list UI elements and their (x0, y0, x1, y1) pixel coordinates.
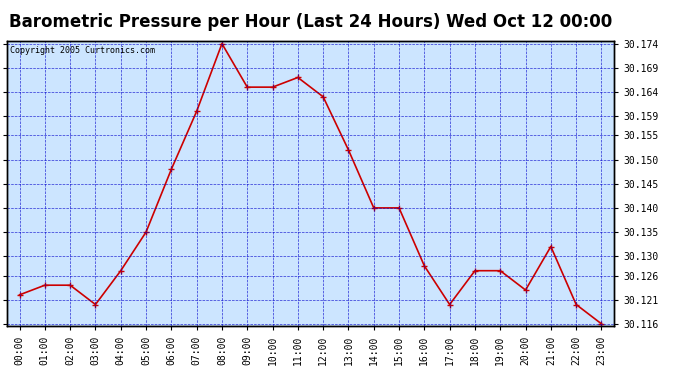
Text: Copyright 2005 Curtronics.com: Copyright 2005 Curtronics.com (10, 45, 155, 54)
Text: Barometric Pressure per Hour (Last 24 Hours) Wed Oct 12 00:00: Barometric Pressure per Hour (Last 24 Ho… (9, 13, 612, 31)
